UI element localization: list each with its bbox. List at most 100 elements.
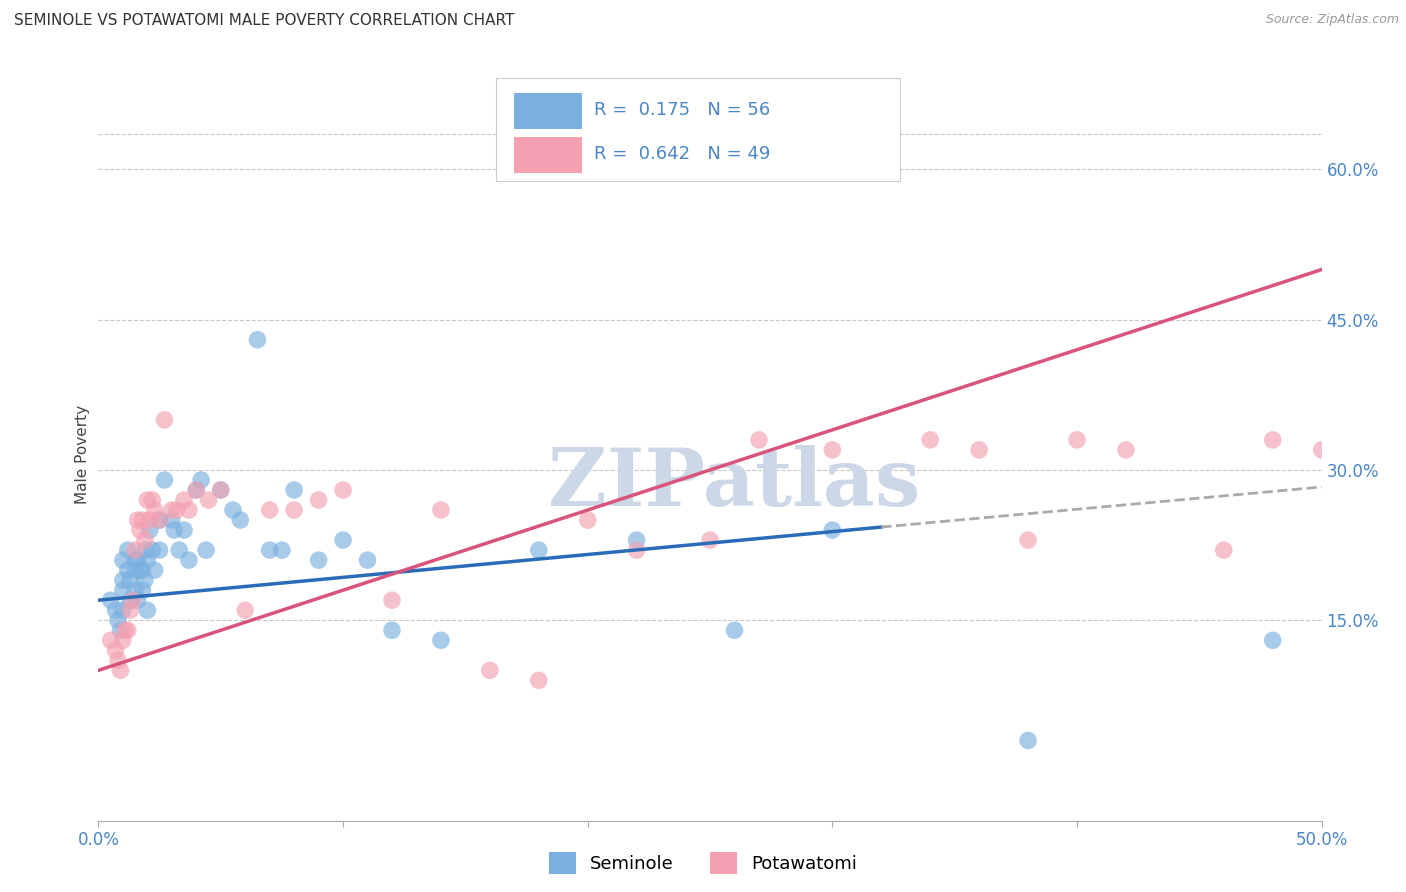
Point — [1310, 442, 1333, 457]
Point — [149, 513, 172, 527]
Point — [111, 633, 134, 648]
Point — [332, 533, 354, 547]
Text: Source: ZipAtlas.com: Source: ZipAtlas.com — [1265, 13, 1399, 27]
Point — [381, 624, 404, 638]
Point — [209, 483, 232, 497]
Point — [136, 553, 159, 567]
Point — [124, 543, 146, 558]
Point — [134, 573, 156, 587]
Point — [626, 533, 648, 547]
Point — [163, 523, 186, 537]
Point — [120, 603, 142, 617]
Point — [356, 553, 378, 567]
Point — [121, 593, 143, 607]
Point — [270, 543, 294, 558]
Point — [160, 503, 183, 517]
Point — [127, 593, 149, 607]
Point — [430, 503, 453, 517]
Point — [110, 624, 132, 638]
Point — [160, 513, 183, 527]
Point — [195, 543, 218, 558]
Point — [117, 624, 139, 638]
Point — [111, 603, 134, 617]
Point — [177, 553, 200, 567]
Point — [209, 483, 232, 497]
Legend: Seminole, Potawatomi: Seminole, Potawatomi — [541, 845, 865, 881]
FancyBboxPatch shape — [496, 78, 900, 180]
Point — [283, 483, 305, 497]
Point — [1261, 433, 1284, 447]
Point — [748, 433, 770, 447]
Point — [131, 563, 153, 577]
Point — [166, 503, 188, 517]
Point — [149, 513, 172, 527]
Point — [1261, 633, 1284, 648]
Point — [120, 573, 142, 587]
Point — [104, 603, 127, 617]
Point — [821, 523, 844, 537]
Text: R =  0.175   N = 56: R = 0.175 N = 56 — [593, 101, 770, 119]
Point — [127, 553, 149, 567]
Point — [100, 633, 122, 648]
Point — [107, 653, 129, 667]
Point — [699, 533, 721, 547]
Point — [246, 333, 269, 347]
Point — [167, 543, 190, 558]
Point — [117, 563, 139, 577]
Point — [332, 483, 354, 497]
Point — [527, 543, 550, 558]
Point — [124, 583, 146, 598]
Point — [283, 503, 305, 517]
Point — [527, 673, 550, 688]
Point — [111, 553, 134, 567]
Point — [134, 533, 156, 547]
Point — [478, 664, 501, 678]
Point — [430, 633, 453, 648]
Point — [381, 593, 404, 607]
Point — [821, 442, 844, 457]
Point — [308, 493, 330, 508]
Point — [136, 603, 159, 617]
Point — [233, 603, 256, 617]
Bar — [515, 136, 582, 173]
Point — [131, 513, 153, 527]
Point — [190, 473, 212, 487]
Point — [124, 563, 146, 577]
Text: ZIPatlas: ZIPatlas — [548, 445, 921, 524]
Point — [143, 563, 166, 577]
Point — [186, 483, 208, 497]
Point — [153, 413, 176, 427]
Point — [100, 593, 122, 607]
Point — [1017, 733, 1039, 747]
Point — [104, 643, 127, 657]
Point — [173, 523, 195, 537]
Point — [117, 543, 139, 558]
Point — [967, 442, 990, 457]
Text: R =  0.642   N = 49: R = 0.642 N = 49 — [593, 145, 770, 162]
Point — [920, 433, 942, 447]
Point — [197, 493, 219, 508]
Point — [153, 473, 176, 487]
Point — [120, 593, 142, 607]
Point — [186, 483, 208, 497]
Point — [107, 613, 129, 627]
Point — [111, 573, 134, 587]
Point — [131, 583, 153, 598]
Point — [139, 523, 162, 537]
Point — [143, 503, 166, 517]
Point — [1066, 433, 1088, 447]
Point — [723, 624, 745, 638]
Point — [173, 493, 195, 508]
Point — [259, 503, 281, 517]
Y-axis label: Male Poverty: Male Poverty — [75, 405, 90, 505]
Point — [1115, 442, 1137, 457]
Point — [149, 543, 172, 558]
Point — [111, 583, 134, 598]
Point — [626, 543, 648, 558]
Point — [127, 513, 149, 527]
Point — [308, 553, 330, 567]
Point — [177, 503, 200, 517]
Point — [259, 543, 281, 558]
Point — [141, 543, 163, 558]
Point — [136, 493, 159, 508]
